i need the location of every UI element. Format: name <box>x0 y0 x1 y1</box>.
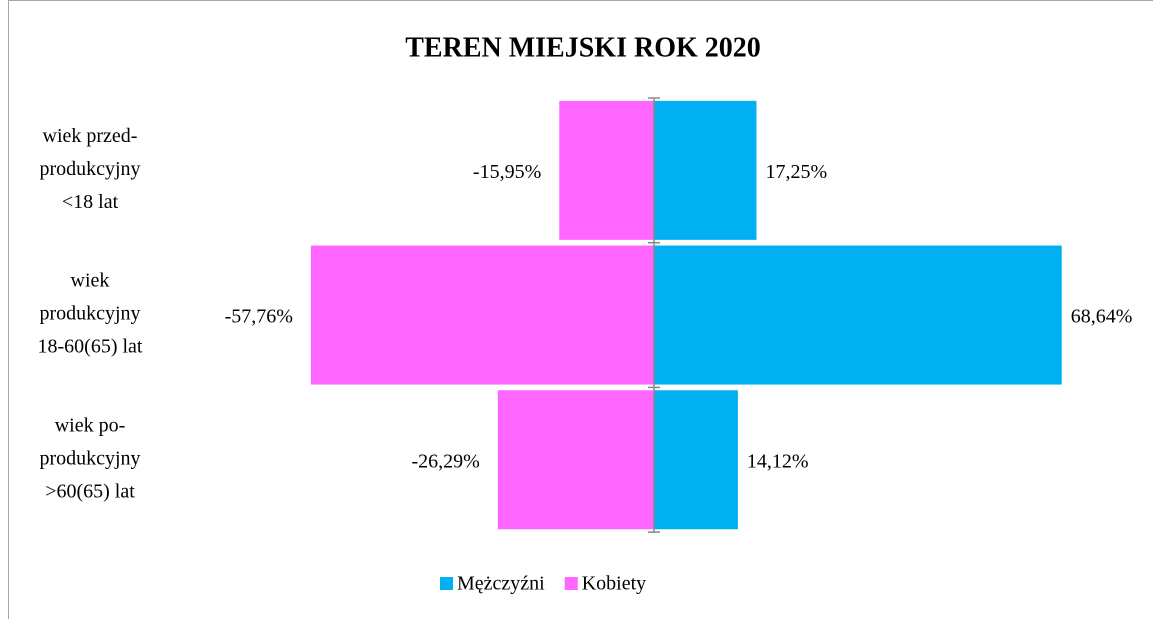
bar <box>654 245 1062 385</box>
value-label: -57,76% <box>225 306 293 328</box>
category-label: >60(65) lat <box>45 480 135 502</box>
bar <box>559 100 654 240</box>
chart-title: TEREN MIEJSKI ROK 2020 <box>405 32 761 63</box>
bar <box>654 100 757 240</box>
category-label: produkcyjny <box>39 447 140 469</box>
category-label: wiek przed- <box>43 125 138 147</box>
category-label: wiek po- <box>55 414 126 436</box>
value-label: -26,29% <box>412 450 480 472</box>
value-label: 14,12% <box>747 450 809 472</box>
value-label: 68,64% <box>1071 306 1133 328</box>
value-label: -15,95% <box>473 161 541 183</box>
legend-label: Mężczyźni <box>457 573 545 595</box>
category-label: 18-60(65) lat <box>38 336 143 358</box>
category-label: <18 lat <box>62 191 119 213</box>
bar <box>654 390 738 530</box>
category-label: wiek <box>71 270 110 292</box>
legend-swatch <box>564 577 578 590</box>
bar <box>497 390 654 530</box>
category-label: produkcyjny <box>39 303 140 325</box>
value-label: 17,25% <box>765 161 827 183</box>
legend-swatch <box>440 577 453 590</box>
bar <box>310 245 654 385</box>
category-label: produkcyjny <box>39 158 140 180</box>
legend-label: Kobiety <box>582 573 646 595</box>
